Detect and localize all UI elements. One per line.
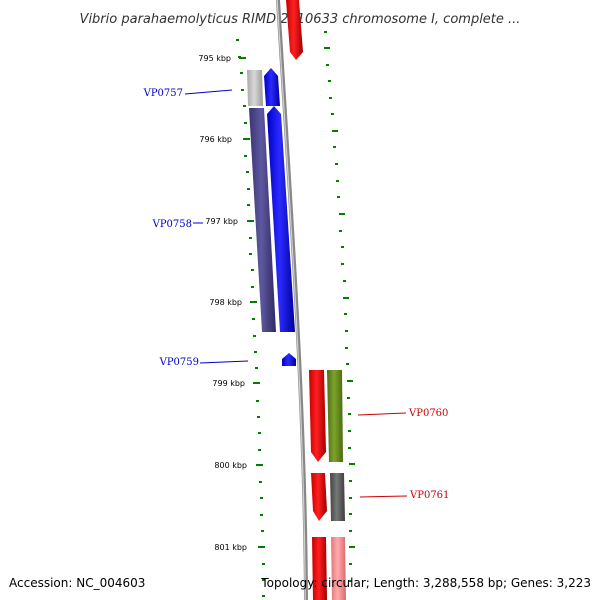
gene-vp0761-arrow[interactable] [311, 473, 327, 521]
accession-text: Accession: NC_004603 [9, 576, 145, 590]
genome-backbone [276, 0, 308, 600]
gene-vp0757-connector [184, 89, 233, 95]
forward-feature-grey[interactable] [330, 473, 345, 521]
forward-tick-column [324, 31, 355, 582]
ruler-label-797: 797 kbp [205, 217, 238, 226]
forward-feature-top[interactable] [286, 0, 303, 60]
reverse-feature-purple[interactable] [249, 108, 276, 332]
forward-feature-green[interactable] [327, 370, 343, 462]
gene-label-vp0759[interactable]: VP0759 [159, 357, 199, 368]
gene-vp0759-connector [199, 360, 249, 364]
gene-vp0758-arrow[interactable] [267, 106, 295, 332]
ruler-label-795: 795 kbp [198, 54, 231, 63]
gene-vp0759-arrow[interactable] [282, 353, 296, 366]
gene-label-vp0757[interactable]: VP0757 [143, 88, 183, 99]
topology-text: Topology: circular; Length: 3,288,558 bp… [260, 576, 591, 590]
reverse-tick-column [236, 39, 265, 597]
gene-label-vp0761[interactable]: VP0761 [409, 490, 449, 501]
ruler-label-798: 798 kbp [209, 298, 242, 307]
gene-vp0757-arrow[interactable] [264, 68, 280, 106]
ruler-label-796: 796 kbp [199, 135, 232, 144]
ruler-label-801: 801 kbp [214, 543, 247, 552]
gene-vp0761-connector [359, 495, 408, 498]
gene-vp0760-arrow[interactable] [309, 370, 326, 462]
ruler-label-799: 799 kbp [212, 379, 245, 388]
forward-feature-bottom-pink[interactable] [331, 537, 346, 600]
gene-label-vp0760[interactable]: VP0760 [408, 408, 448, 419]
gene-vp0760-connector [357, 412, 407, 416]
forward-feature-bottom-red[interactable] [312, 537, 327, 600]
gene-label-vp0758[interactable]: VP0758 [152, 219, 192, 230]
ruler-label-800: 800 kbp [214, 461, 247, 470]
reverse-feature-grey[interactable] [247, 70, 263, 106]
